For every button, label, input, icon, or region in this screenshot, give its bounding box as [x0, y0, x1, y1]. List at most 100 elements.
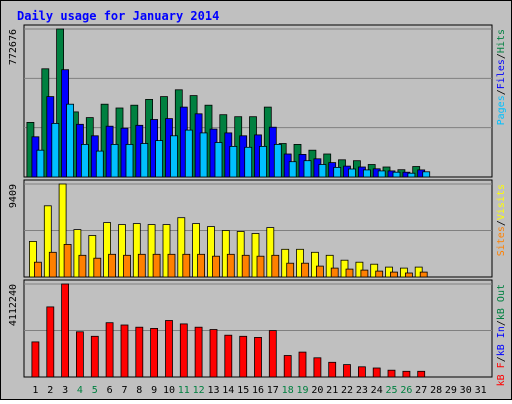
bar-sites-day-12 [197, 253, 206, 278]
day-label-27: 27 [415, 385, 427, 396]
bar-kb-f-day-8 [135, 326, 144, 378]
bar-pages-day-3 [66, 103, 74, 178]
x-axis-day-labels: 1 2 3 4 5 6 7 8 9 10 11 12 13 14 15 16 17 18 19 20 21 22 23 24 2… [32, 385, 486, 396]
bar-kb-f-day-25 [387, 369, 396, 378]
bar-kb-f-day-26 [402, 370, 411, 378]
bar-pages-day-16 [259, 145, 267, 178]
day-label-25: 25 [385, 385, 397, 396]
day-label-24: 24 [371, 385, 383, 396]
bar-pages-day-22 [348, 168, 356, 178]
bar-kb-f-day-16 [254, 336, 262, 378]
bar-sites-day-22 [345, 268, 354, 278]
bar-pages-day-27 [422, 171, 431, 178]
day-label-21: 21 [326, 385, 338, 396]
bar-visits-day-24 [370, 263, 379, 278]
legend-entry: Sites [496, 226, 507, 256]
bar-sites-day-6 [108, 253, 116, 278]
day-label-7: 7 [121, 385, 127, 396]
bar-kb-f-day-15 [239, 335, 248, 378]
day-label-31: 31 [475, 385, 487, 396]
panel-visits-sites: 9409 Sites/Visits [8, 179, 507, 278]
bar-pages-day-13 [214, 142, 223, 178]
bar-sites-day-15 [241, 254, 250, 278]
day-label-26: 26 [400, 385, 412, 396]
bar-pages-day-26 [407, 172, 416, 178]
bar-visits-day-5 [88, 235, 97, 278]
bar-visits-day-23 [355, 261, 364, 278]
bar-sites-day-11 [182, 253, 191, 278]
legend-entry: / [496, 89, 507, 95]
bar-kb-f-day-21 [328, 361, 337, 378]
day-label-17: 17 [267, 385, 279, 396]
bar-kb-f-day-2 [46, 306, 55, 378]
bar-sites-day-7 [123, 254, 131, 278]
day-label-23: 23 [356, 385, 368, 396]
bar-pages-day-21 [333, 166, 342, 178]
bar-kb-f-day-4 [76, 331, 84, 378]
bar-visits-day-12 [192, 223, 201, 278]
bar-kb-f-day-19 [298, 351, 307, 378]
legend-entry: kB Out [496, 284, 507, 320]
bar-sites-day-21 [330, 267, 339, 278]
bar-kb-f-day-27 [417, 370, 426, 378]
day-label-28: 28 [430, 385, 442, 396]
bar-sites-day-14 [226, 253, 235, 278]
bar-visits-day-1 [28, 240, 37, 278]
bar-sites-day-4 [78, 254, 87, 278]
bar-sites-day-26 [404, 272, 413, 278]
bar-pages-day-8 [140, 143, 149, 178]
bar-visits-day-3 [58, 183, 67, 278]
bar-visits-day-4 [73, 229, 82, 278]
day-label-6: 6 [107, 385, 113, 396]
bar-visits-day-22 [340, 259, 349, 278]
bar-pages-day-5 [95, 150, 104, 178]
day-label-10: 10 [163, 385, 175, 396]
bar-kb-f-day-9 [150, 327, 159, 378]
day-label-4: 4 [77, 385, 83, 396]
bar-sites-day-23 [360, 269, 369, 278]
bar-sites-day-18 [286, 262, 295, 278]
bar-pages-day-17 [273, 143, 282, 178]
panel-visits-sites-max-label: 9409 [8, 184, 19, 208]
day-label-18: 18 [282, 385, 294, 396]
legend-entry: Pages [496, 95, 507, 125]
legend-entry: Files [496, 59, 507, 89]
bar-visits-day-7 [118, 224, 126, 278]
bar-visits-day-13 [207, 226, 215, 278]
day-label-12: 12 [193, 385, 205, 396]
day-label-14: 14 [222, 385, 234, 396]
day-label-5: 5 [92, 385, 98, 396]
bar-visits-day-16 [251, 233, 260, 278]
bar-kb-f-day-24 [372, 367, 381, 378]
bar-kb-f-day-11 [179, 323, 188, 378]
bar-sites-day-25 [390, 271, 398, 278]
bar-sites-day-2 [48, 251, 57, 278]
day-label-3: 3 [62, 385, 68, 396]
bar-pages-day-4 [81, 143, 89, 178]
bar-visits-day-10 [162, 224, 171, 278]
bar-kb-f-day-18 [283, 355, 292, 378]
day-label-15: 15 [237, 385, 249, 396]
bar-kb-f-day-3 [61, 283, 69, 378]
day-label-13: 13 [207, 385, 219, 396]
bar-pages-day-25 [392, 171, 401, 178]
day-label-9: 9 [151, 385, 157, 396]
bar-visits-day-20 [310, 251, 319, 278]
bar-kb-f-day-10 [165, 320, 173, 378]
bar-sites-day-3 [63, 243, 72, 278]
bar-kb-f-day-17 [268, 330, 277, 378]
bar-pages-day-18 [288, 161, 297, 178]
bar-pages-day-12 [199, 132, 208, 178]
bar-sites-day-5 [93, 257, 102, 278]
bar-visits-day-21 [325, 254, 334, 278]
day-label-29: 29 [445, 385, 457, 396]
bar-visits-day-15 [236, 231, 245, 278]
bar-kb-f-day-5 [90, 335, 99, 378]
legend-entry: kB In [496, 326, 507, 356]
bar-pages-day-20 [318, 164, 327, 178]
bar-pages-day-2 [51, 123, 60, 178]
day-label-22: 22 [341, 385, 353, 396]
